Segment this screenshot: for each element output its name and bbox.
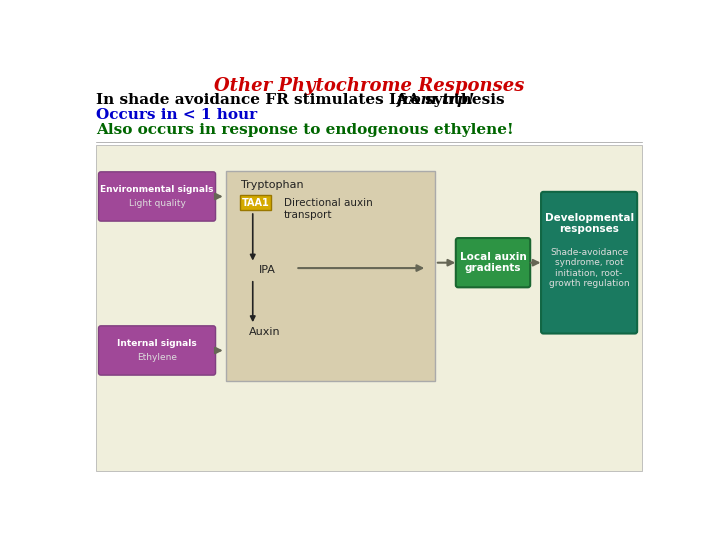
Text: In shade avoidance FR stimulates IAA synthesis: In shade avoidance FR stimulates IAA syn… bbox=[96, 92, 510, 106]
FancyBboxPatch shape bbox=[99, 172, 215, 221]
Text: Also occurs in response to endogenous ethylene!: Also occurs in response to endogenous et… bbox=[96, 123, 514, 137]
FancyBboxPatch shape bbox=[456, 238, 530, 287]
Text: Tryptophan: Tryptophan bbox=[241, 180, 304, 190]
FancyBboxPatch shape bbox=[96, 145, 642, 471]
Text: Developmental
responses: Developmental responses bbox=[544, 213, 634, 234]
Text: Other Phytochrome Responses: Other Phytochrome Responses bbox=[214, 77, 524, 95]
Text: Ethylene: Ethylene bbox=[137, 353, 177, 362]
Text: In shade avoidance FR stimulates IAA synthesis from trp!: In shade avoidance FR stimulates IAA syn… bbox=[96, 92, 588, 106]
FancyBboxPatch shape bbox=[99, 326, 215, 375]
Text: Occurs in < 1 hour: Occurs in < 1 hour bbox=[96, 108, 257, 122]
FancyBboxPatch shape bbox=[225, 171, 435, 381]
Text: from trp!: from trp! bbox=[397, 92, 475, 106]
Text: Light quality: Light quality bbox=[129, 199, 186, 208]
Text: Auxin: Auxin bbox=[249, 327, 281, 336]
Text: Shade-avoidance
syndrome, root
initiation, root-
growth regulation: Shade-avoidance syndrome, root initiatio… bbox=[549, 248, 629, 288]
Text: TAA1: TAA1 bbox=[242, 198, 270, 207]
FancyBboxPatch shape bbox=[541, 192, 637, 334]
FancyBboxPatch shape bbox=[240, 195, 271, 211]
Text: Directional auxin
transport: Directional auxin transport bbox=[284, 198, 372, 220]
Text: Environmental signals: Environmental signals bbox=[100, 185, 214, 194]
Text: Internal signals: Internal signals bbox=[117, 339, 197, 348]
Text: Local auxin
gradients: Local auxin gradients bbox=[459, 252, 526, 273]
Text: IPA: IPA bbox=[259, 265, 276, 275]
